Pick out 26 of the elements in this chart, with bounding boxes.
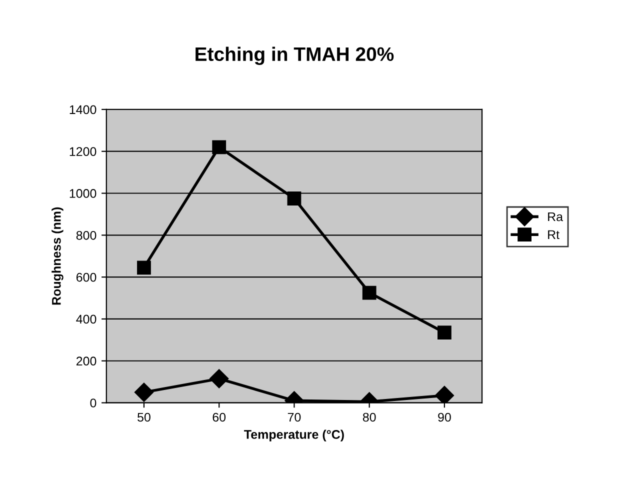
y-tick-label: 800: [76, 230, 96, 240]
point: [362, 286, 376, 300]
x-tick-label: 90: [438, 412, 451, 422]
chart-title: Etching in TMAH 20%: [196, 46, 394, 65]
y-axis-title: Roughness (nm): [52, 207, 64, 305]
y-tick-label: 1000: [70, 189, 96, 198]
y-tick-label: 1200: [70, 147, 96, 156]
y-tick-label: 600: [76, 272, 96, 282]
y-tick-label: 1400: [70, 105, 96, 114]
point: [287, 192, 302, 206]
point: [210, 369, 229, 388]
y-tick-label: 200: [76, 356, 96, 366]
x-tick-label: 80: [362, 412, 376, 422]
y-tick-label: 400: [76, 314, 96, 324]
point: [212, 140, 226, 154]
point: [434, 386, 454, 403]
legend-label: Rt: [548, 230, 560, 240]
x-tick-label: 70: [288, 412, 301, 422]
x-tick-label: 60: [212, 412, 226, 422]
x-tick-label: 50: [138, 412, 150, 422]
legend-label: Ra: [548, 212, 564, 222]
point: [137, 260, 151, 275]
x-axis-title: Temperature (°C): [244, 430, 344, 442]
point: [438, 326, 452, 340]
y-tick-label: 0: [90, 398, 96, 408]
point: [134, 382, 154, 402]
